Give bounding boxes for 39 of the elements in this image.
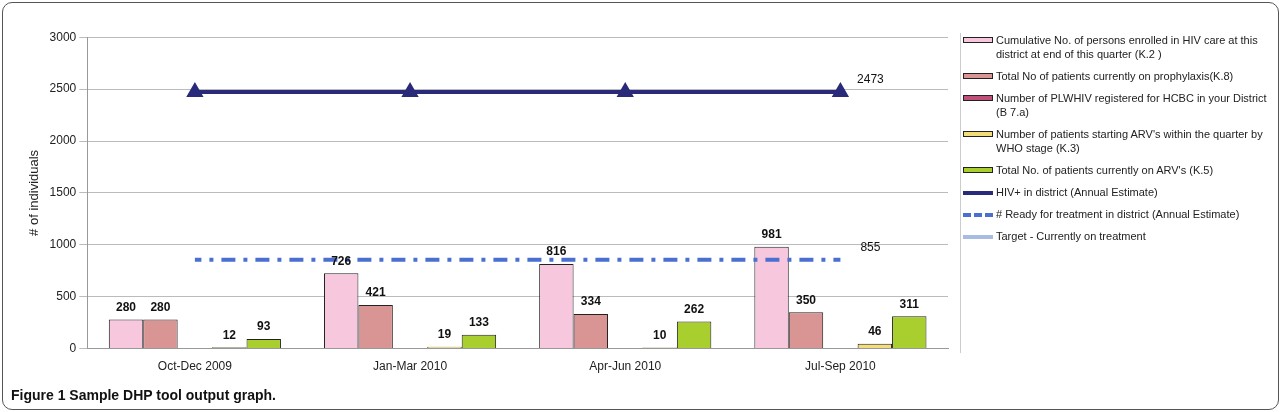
x-tick-label: Apr-Jun 2010	[589, 359, 662, 374]
data-label: 350	[795, 292, 817, 307]
legend-label: Target - Currently on treatment	[996, 229, 1146, 243]
data-label: 12	[222, 327, 237, 342]
x-tick-label: Oct-Dec 2009	[157, 359, 233, 374]
legend-label: # Ready for treatment in district (Annual Estimate)	[996, 207, 1240, 221]
x-tick-label: Jul-Sep 2010	[805, 359, 877, 374]
legend-label: Cumulative No. of persons enrolled in HIV care at this district at end of this quarter (K.2 )	[996, 33, 1259, 61]
y-tick-label: 1000	[49, 237, 77, 252]
y-tick-label: 2500	[49, 81, 77, 96]
data-label: 10	[652, 327, 667, 342]
data-label: 981	[761, 227, 782, 242]
data-label: 816	[546, 244, 567, 259]
y-tick-label: 2000	[49, 133, 77, 148]
x-tick-label: Jan-Mar 2010	[373, 359, 448, 374]
data-label: 280	[116, 299, 137, 314]
data-label: 311	[899, 296, 920, 311]
data-label: 421	[365, 285, 386, 300]
data-label: 46	[868, 324, 882, 339]
legend-label: Total No of patients currently on prophylaxis(K.8)	[996, 69, 1234, 83]
data-label: 280	[150, 299, 171, 314]
y-tick-label: 3000	[49, 29, 77, 44]
data-label: 334	[580, 294, 602, 309]
data-label: 133	[468, 315, 490, 330]
y-tick-label: 1500	[49, 185, 77, 200]
y-tick-label: 500	[56, 289, 77, 304]
data-label: 2473	[857, 72, 885, 87]
legend-label: Total No. of patients currently on ARV's (K.5)	[996, 163, 1214, 177]
caption: Figure 1 Sample DHP tool output graph.	[11, 387, 276, 403]
data-label: 93	[257, 319, 271, 334]
legend-label: HIV+ in district (Annual Estimate)	[996, 185, 1158, 199]
y-tick-label: 0	[69, 340, 77, 355]
data-label: 262	[684, 301, 705, 316]
y-axis-title: # of individuals	[26, 149, 42, 236]
legend-label: Number of PLWHIV registered for HCBC in your District (B 7.a)	[996, 91, 1268, 119]
data-label: 726	[331, 253, 352, 268]
data-label: 19	[437, 326, 452, 341]
data-label: 855	[860, 240, 881, 255]
legend-label: Number of patients starting ARV's within the quarter by WHO stage (K.3)	[996, 127, 1264, 155]
